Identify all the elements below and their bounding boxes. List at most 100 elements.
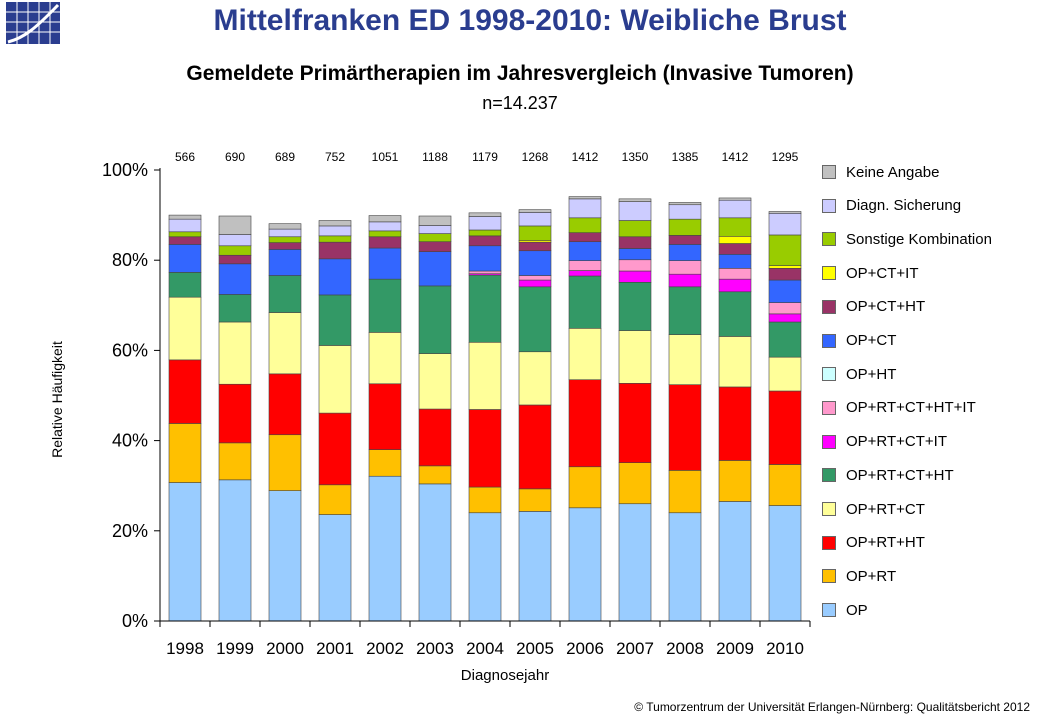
bar-segment [518,404,552,490]
legend-label: OP+RT [846,567,897,585]
bar-segment [318,225,352,237]
bar-segment [718,268,752,280]
bar-segment [218,254,252,265]
legend-item: Sonstige Kombination [822,229,992,249]
x-tick-label: 2006 [566,639,604,658]
y-tick-label: 100% [102,160,148,180]
bar-segment [518,488,552,512]
bar-segment [268,312,302,375]
chart-title: Gemeldete Primärtherapien im Jahresvergl… [186,62,854,85]
bar-segment [768,390,802,465]
chart-subtitle: n=14.237 [482,93,558,113]
bar-segment [568,275,602,329]
bar-segment [468,229,502,237]
x-tick-label: 1999 [216,639,254,658]
legend-item: Keine Angabe [822,162,939,182]
bar-segment [468,274,502,343]
legend-swatch [822,333,836,348]
bar-segment [468,409,502,488]
page-title: Mittelfranken ED 1998-2010: Weibliche Br… [213,4,847,37]
bar-segment [768,212,802,236]
bar-segment [768,302,802,315]
bar-segment [668,273,702,288]
bar-segment [318,484,352,515]
x-tick-label: 2010 [766,639,804,658]
bar-segment [418,483,452,622]
x-tick-label: 2002 [366,639,404,658]
bar-segment [568,466,602,509]
count-label: 1179 [472,150,498,164]
count-label: 1385 [672,150,699,164]
bar-segment [718,235,752,244]
bar-segment [168,296,202,361]
legend-label: OP+HT [846,365,897,383]
bar-segment [268,223,302,230]
bar-segment [418,215,452,226]
bar-segment [168,231,202,238]
bar-segment [518,351,552,406]
bar-segment [418,285,452,354]
y-tick-label: 80% [112,250,148,270]
bar-segment [318,294,352,346]
legend-item: OP+RT [822,566,896,586]
bar-segment [368,236,402,249]
bar-segment [218,263,252,295]
bar-segment [318,258,352,296]
bar-segment [418,408,452,467]
x-tick-label: 2000 [266,639,304,658]
bar-segment [568,198,602,219]
bar-segment [718,501,752,622]
bar-segment [768,211,802,214]
bar-segment [418,233,452,243]
bar-segment [168,359,202,424]
bar-segment [268,249,302,276]
legend-item: OP+RT+CT [822,499,925,519]
legend-swatch [822,266,836,281]
bar-segment [168,218,202,233]
bar-segment [568,507,602,622]
bar-segment [418,225,452,234]
bar-segment [768,268,802,281]
bar-segment [318,412,352,486]
bar-segment [318,514,352,622]
bar-segment [618,259,652,272]
legend-item: OP+RT+CT+HT+IT [822,398,976,418]
legend-item: OP+CT+HT [822,297,925,317]
legend-item: OP+RT+CT+HT [822,465,954,485]
legend-swatch [822,400,836,415]
bar-segment [518,212,552,227]
legend-swatch [822,198,836,213]
legend-swatch [822,535,836,550]
bar-segment [268,490,302,622]
bar-segment [468,512,502,622]
legend-swatch [822,569,836,584]
bar-segment [718,254,752,269]
bar-segment [368,383,402,450]
bar-segment [418,251,452,287]
y-tick-label: 20% [112,521,148,541]
x-tick-label: 2004 [466,639,504,658]
x-tick-label: 2007 [616,639,654,658]
bar-segment [768,313,802,323]
bar-segment [718,243,752,255]
bar-segment [668,244,702,261]
bar-segment [618,220,652,238]
bar-segment [718,217,752,237]
bar-segment [568,232,602,243]
bar-segment [768,505,802,622]
legend-swatch [822,232,836,247]
legend-swatch [822,299,836,314]
bar-segment [218,215,252,235]
bar-segment [218,442,252,481]
count-label: 1295 [772,150,799,164]
bar-segment [618,198,652,202]
bar-segment [468,341,502,410]
bar-segment [768,234,802,266]
legend-item: OP+CT+IT [822,263,919,283]
bar-segment [218,479,252,622]
bar-segment [568,328,602,381]
legend-label: Keine Angabe [846,163,940,181]
legend-swatch [822,367,836,382]
bar-segment [668,334,702,385]
bar-segment [368,449,402,477]
